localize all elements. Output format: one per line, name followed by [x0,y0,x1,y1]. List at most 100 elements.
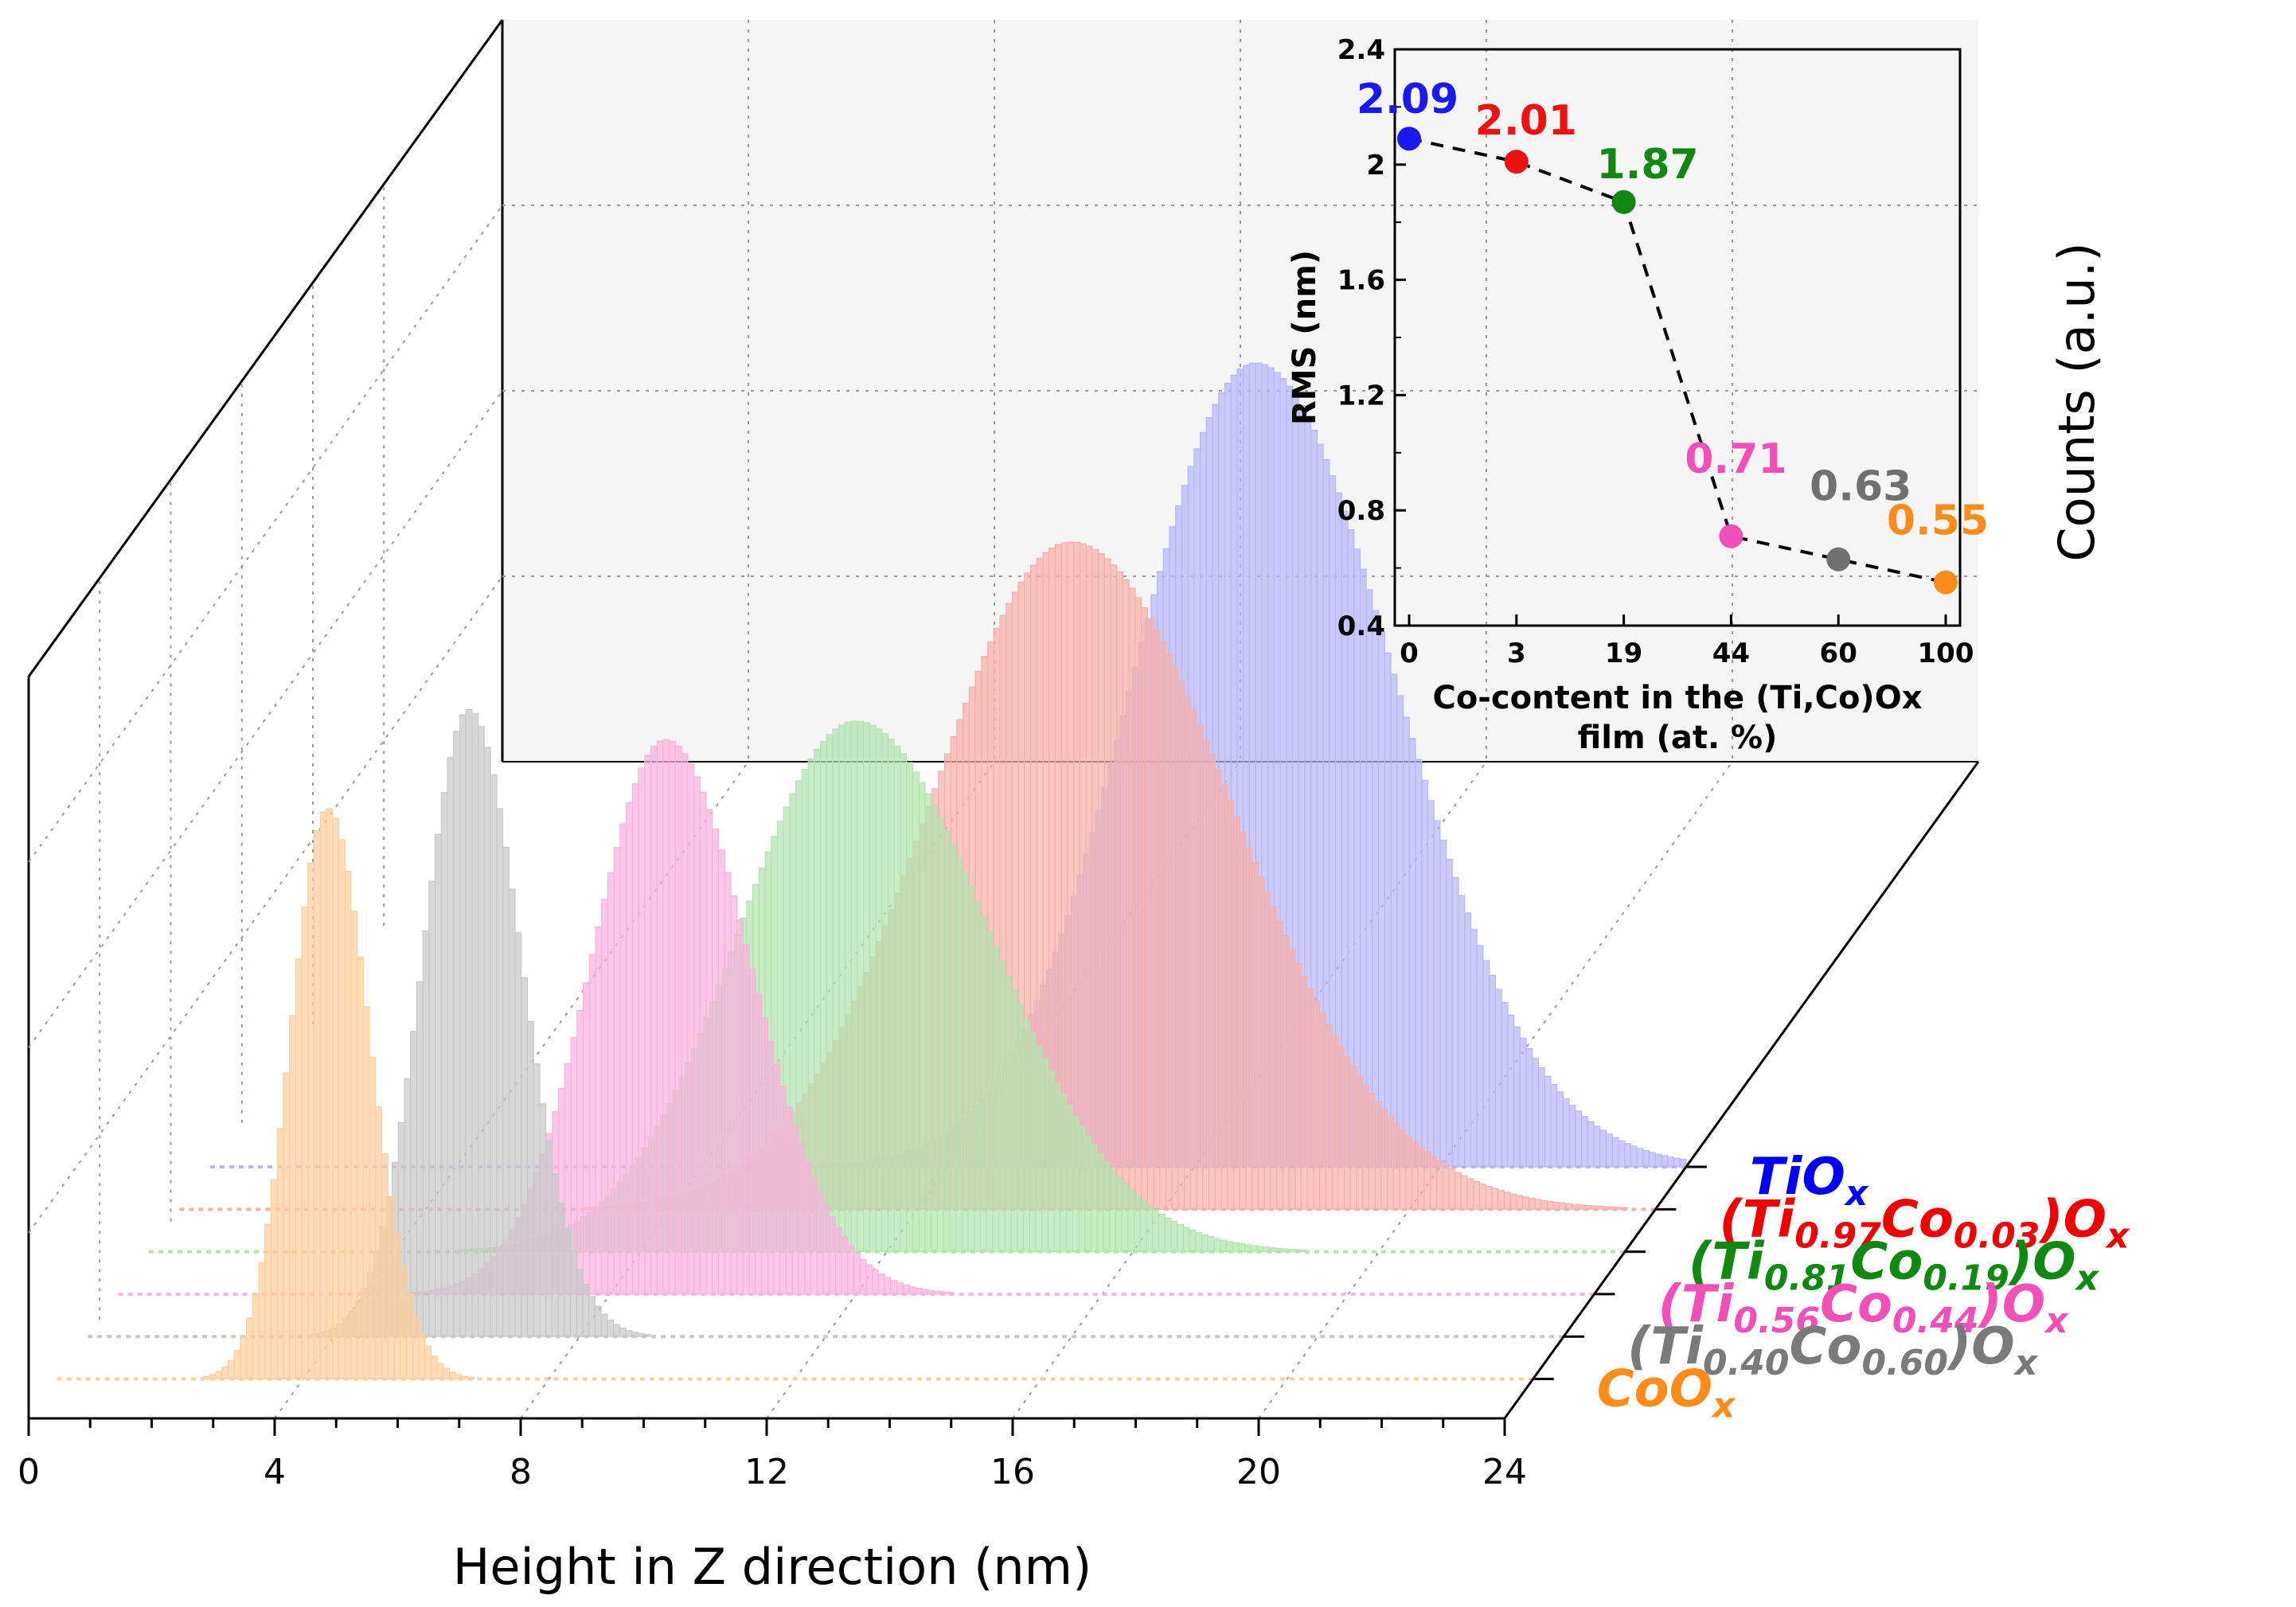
histogram-bar [699,791,707,1295]
histogram-bar [1368,1093,1376,1210]
histogram-bar [712,829,720,1295]
histogram-(Ti0.56Co0.44)Ox [118,739,1595,1296]
histogram-bar [301,906,309,1380]
inset-y-tick-label: 0.4 [1337,610,1385,642]
histogram-bar [1455,1172,1462,1210]
histogram-bar [478,726,485,1337]
histogram-bar [1213,1238,1221,1253]
histogram-bar [1630,1145,1638,1168]
histogram-bar [1319,1012,1326,1210]
histogram-bar [890,1280,898,1295]
histogram-bar [1544,1075,1552,1168]
histogram-bar [1091,548,1099,1210]
histogram-bar [1047,1071,1055,1253]
histogram-bar [1257,876,1265,1210]
histogram-bar [674,745,682,1295]
histogram-bar [1287,1248,1295,1253]
histogram-bar [1022,1018,1030,1253]
histogram-bar [755,993,763,1295]
histogram-bar [1177,1224,1184,1253]
histogram-bar [1620,1207,1628,1210]
histogram-bar [1568,1104,1576,1168]
histogram-bar [1494,989,1502,1168]
histogram-bar [1642,1150,1650,1168]
histogram-bar [1128,587,1136,1210]
histogram-bar [601,899,609,1295]
series-label: (Ti0.56Co0.44)Ox [1658,1275,2070,1341]
series-label: (Ti0.97Co0.03)Ox [1719,1190,2130,1256]
histogram-bar [1115,1176,1123,1253]
histogram-bar [607,872,615,1295]
histogram-bar [1575,1110,1583,1168]
histogram-bar [1097,553,1105,1210]
histogram-bar [576,1268,584,1337]
histogram-bar [393,1234,401,1380]
histogram-bar [1134,597,1142,1210]
histogram-bar [924,793,932,1253]
grid-left-depth [28,575,503,1234]
histogram-bar [332,817,340,1380]
depth-axis-line [1503,761,1980,1419]
histogram-bar [1343,1056,1351,1210]
histogram-bar [1451,877,1459,1168]
inset-y-tick-label: 2 [1366,150,1385,181]
inset-data-label: 2.01 [1475,97,1577,145]
histogram-bar [1537,1067,1545,1168]
histogram-bar [669,740,677,1295]
histogram-bar [1583,1204,1591,1210]
histogram-bar [1017,1004,1025,1253]
histogram-bar [1109,1168,1116,1253]
histogram-bar [428,880,436,1337]
histogram-bar [1417,1146,1425,1210]
histogram-bar [564,1228,572,1337]
histogram-bar [1201,1234,1209,1253]
histogram-bar [1207,1236,1215,1253]
histogram-bar [1010,989,1018,1253]
histogram-bar [412,1315,420,1380]
histogram-bar [1139,1199,1147,1253]
main-axes: 0 4 8 12 16 20 24 [18,761,1980,1492]
inset-x-tick-label: 44 [1712,638,1750,669]
histogram-bar [619,1327,627,1337]
histogram-bar [416,981,424,1337]
x-tick-label: 20 [1236,1452,1281,1492]
histogram-bar [319,811,327,1380]
histogram-bar [1275,1247,1283,1253]
inset-data-point [1934,570,1958,595]
histogram-bar [1004,975,1012,1253]
histogram-bar [1550,1083,1558,1168]
histogram-bar [1299,1249,1307,1253]
histogram-bar [1605,1133,1613,1168]
histogram-bar [1460,1175,1468,1210]
histogram-bar [270,1179,278,1380]
histogram-bar [992,946,1000,1253]
histogram-bar [881,733,889,1253]
series-label: (Ti0.81Co0.19)Ox [1689,1233,2100,1299]
histogram-bar [1546,1200,1554,1210]
x-axis-title: Height in Z direction (nm) [453,1538,1092,1596]
histogram-bar [1282,934,1290,1210]
series-label: CoOx [1597,1360,1736,1426]
histogram-bar [434,833,442,1337]
histogram-bar [455,1374,463,1380]
histogram-bar [918,782,926,1253]
histogram-bar [1073,541,1080,1210]
histogram-bar [631,1332,639,1337]
histogram-bar [974,901,982,1253]
inset-data-label: 0.63 [1810,463,1911,511]
histogram-bar [1220,1239,1228,1253]
histogram-bar [1405,1135,1413,1210]
histogram-bar [1133,1195,1141,1253]
histogram-bar [1196,724,1204,1210]
histogram-bar [1427,800,1435,1168]
histogram-bar [467,1376,475,1380]
histogram-bar [1489,974,1497,1168]
histogram-bar [514,932,522,1337]
histogram-bar [1053,1082,1061,1253]
histogram-bar [227,1359,235,1380]
histogram-bar [582,1283,590,1337]
histogram-bar [295,958,303,1380]
histogram-bar [240,1336,248,1380]
histogram-bar [1245,846,1253,1210]
inset-x-tick-label: 100 [1918,638,1974,669]
